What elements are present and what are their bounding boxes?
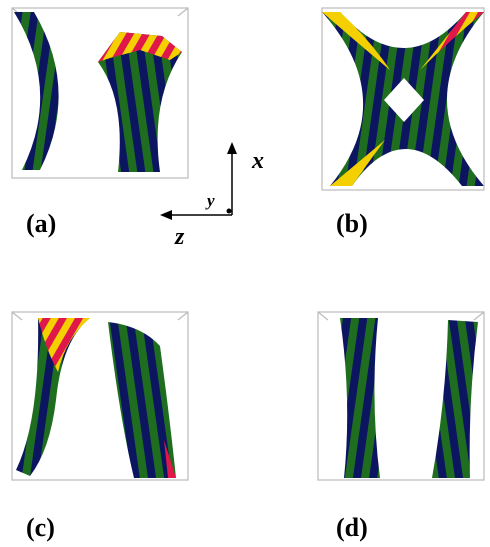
panel-label: (b) [336,209,368,238]
panel-label: (a) [26,209,56,238]
axis-x-label: x [251,148,264,174]
axis-z-label: z [174,224,185,250]
panel-label: (c) [26,513,55,542]
axis-y-label: y [205,191,215,210]
panel-b [321,7,485,191]
axes-indicator: x y z [160,142,264,250]
panel-a [11,7,189,179]
panel-d [317,311,485,481]
panel-c [11,311,189,481]
panel-label: (d) [336,513,368,542]
